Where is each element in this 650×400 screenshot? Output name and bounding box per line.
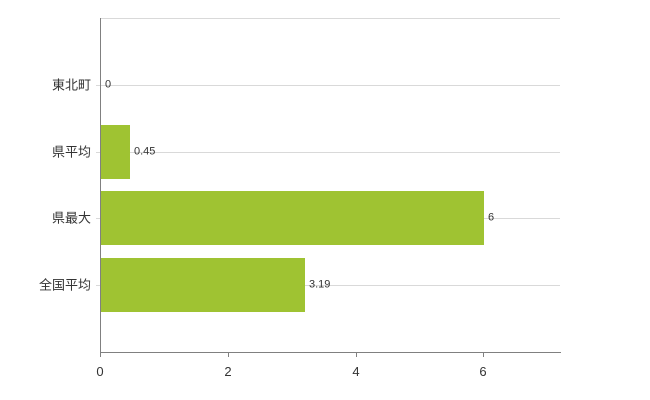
category-label: 県最大 [51, 210, 91, 226]
bar [101, 125, 130, 179]
category-label: 全国平均 [38, 277, 91, 293]
x-tick-label: 2 [224, 364, 232, 379]
gridline-horizontal [96, 285, 560, 286]
x-tick-mark [228, 352, 229, 357]
value-label: 0 [105, 78, 112, 91]
x-tick-label: 6 [479, 364, 487, 379]
x-tick-label: 4 [352, 364, 360, 379]
x-tick-label: 0 [96, 364, 104, 379]
category-label: 東北町 [51, 77, 91, 93]
gridline-horizontal [96, 152, 560, 153]
gridline-horizontal [96, 85, 560, 86]
x-tick-mark [483, 352, 484, 357]
value-label: 3.19 [309, 278, 331, 291]
bar [101, 191, 484, 245]
plot-top-border [100, 18, 560, 19]
value-label: 0.45 [134, 145, 156, 158]
category-label: 県平均 [51, 144, 91, 160]
y-axis-line [100, 18, 101, 352]
x-tick-mark [356, 352, 357, 357]
bar [101, 258, 305, 312]
value-label: 6 [488, 211, 495, 224]
x-axis-line [100, 352, 561, 353]
x-tick-mark [100, 352, 101, 357]
